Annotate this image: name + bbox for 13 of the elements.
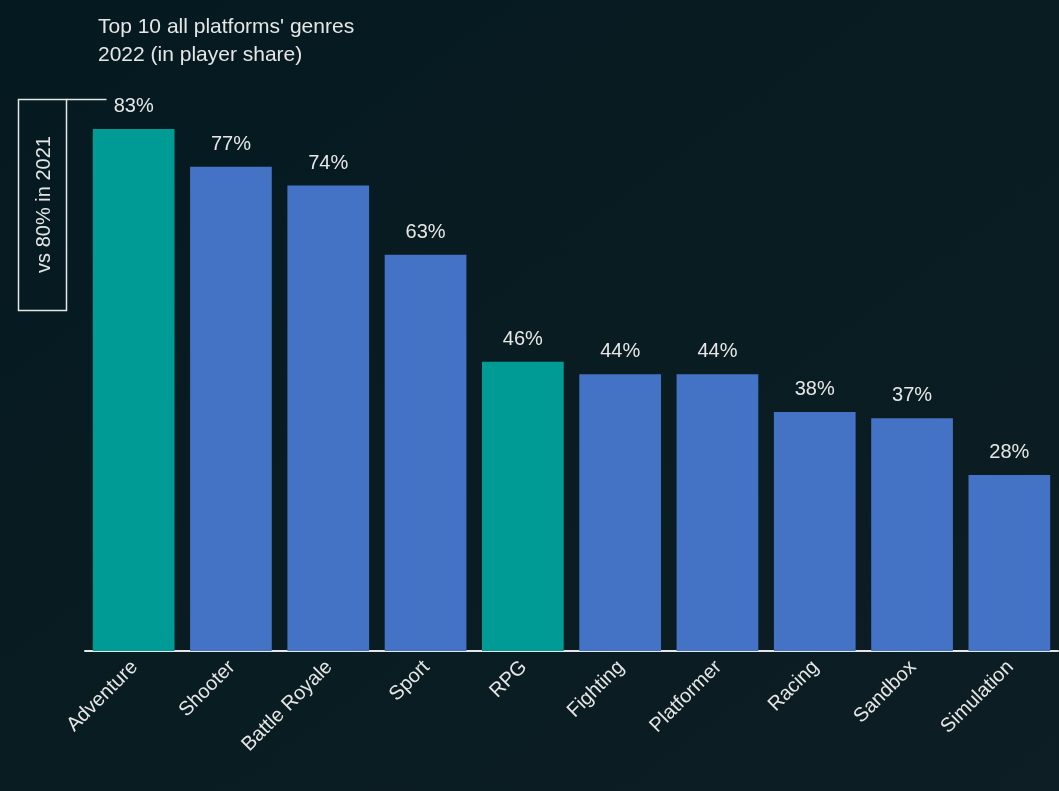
data-label: 46% xyxy=(502,326,544,349)
data-label: 44% xyxy=(600,339,641,362)
data-label: 74% xyxy=(308,150,349,173)
chart-title: Top 10 all platforms' genres xyxy=(98,14,355,37)
data-label: 38% xyxy=(794,377,835,400)
data-label: 77% xyxy=(210,131,252,154)
chart-subtitle: 2022 (in player share) xyxy=(98,42,303,65)
text: vs 80% in 2021 xyxy=(31,136,54,273)
data-label: 83% xyxy=(113,94,154,116)
data-label: 44% xyxy=(697,339,738,362)
data-label: 28% xyxy=(989,439,1030,462)
data-label: 37% xyxy=(892,383,933,406)
data-label: 63% xyxy=(405,219,446,242)
